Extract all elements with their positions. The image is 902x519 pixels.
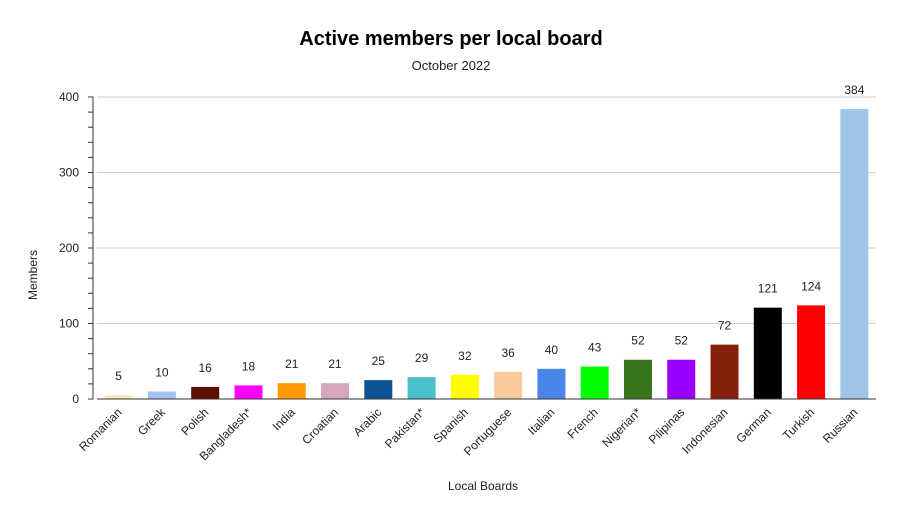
bar <box>580 366 609 399</box>
x-tick-label: Portuguese <box>461 405 515 459</box>
x-axis-title: Local Boards <box>448 479 518 493</box>
x-tick-label: Indonesian <box>679 405 730 456</box>
x-tick-label: French <box>564 405 600 441</box>
x-tick-label: India <box>270 405 299 434</box>
x-tick-label: Pakistan* <box>382 405 428 451</box>
x-tick-label: Nigerian* <box>599 405 644 450</box>
data-label: 43 <box>588 341 602 355</box>
y-axis: 0 100 200 300 400 <box>59 90 94 406</box>
data-label: 29 <box>415 351 429 365</box>
x-tick-label: Russian <box>820 405 861 446</box>
bar <box>277 383 306 399</box>
data-label: 21 <box>285 357 299 371</box>
gridlines <box>97 96 876 324</box>
data-label: 384 <box>844 83 864 97</box>
y-tick-label: 200 <box>59 241 79 255</box>
bars: 5 10 16 18 21 21 25 29 32 36 40 43 52 52 72 121 124 384 <box>104 83 869 399</box>
data-label: 124 <box>801 279 821 293</box>
bar <box>147 391 176 399</box>
bar <box>710 344 739 399</box>
data-label: 16 <box>199 361 213 375</box>
data-label: 32 <box>458 349 472 363</box>
bar <box>104 395 133 399</box>
data-label: 5 <box>115 369 122 383</box>
bar <box>191 386 220 399</box>
data-label: 40 <box>545 343 559 357</box>
bar <box>407 377 436 399</box>
data-label: 10 <box>155 365 169 379</box>
x-tick-label: Turkish <box>780 405 817 442</box>
bar <box>623 359 652 399</box>
x-tick-label: Spanish <box>430 405 471 446</box>
x-tick-label: Polish <box>178 405 211 438</box>
data-label: 21 <box>328 357 342 371</box>
bar <box>364 380 393 399</box>
bar <box>321 383 350 399</box>
bar <box>667 359 696 399</box>
data-label: 36 <box>501 346 515 360</box>
data-label: 121 <box>758 282 778 296</box>
chart-title: Active members per local board <box>299 28 602 50</box>
y-tick-label: 0 <box>72 392 79 406</box>
x-tick-label: Arabic <box>350 405 384 439</box>
x-tick-label: Italian <box>525 405 558 438</box>
data-label: 72 <box>718 319 732 333</box>
data-label: 52 <box>631 334 645 348</box>
bar <box>450 374 479 399</box>
y-tick-label: 400 <box>59 90 79 104</box>
x-tick-label: Romanian <box>76 405 125 454</box>
bar <box>797 305 826 399</box>
x-tick-label: German <box>733 405 774 446</box>
y-tick-label: 100 <box>59 317 79 331</box>
data-label: 25 <box>372 354 386 368</box>
y-axis-title: Members <box>26 250 40 300</box>
x-tick-label: Greek <box>135 405 169 439</box>
x-tick-label: Croatian <box>299 405 341 447</box>
bar <box>234 385 263 399</box>
chart-subtitle: October 2022 <box>412 58 491 73</box>
bar <box>537 368 566 399</box>
bar <box>494 371 523 399</box>
data-label: 18 <box>242 359 256 373</box>
data-label: 52 <box>675 334 689 348</box>
y-tick-label: 300 <box>59 166 79 180</box>
x-tick-label: Pilipinas <box>646 405 688 447</box>
bar <box>840 109 869 399</box>
bar <box>753 307 782 399</box>
